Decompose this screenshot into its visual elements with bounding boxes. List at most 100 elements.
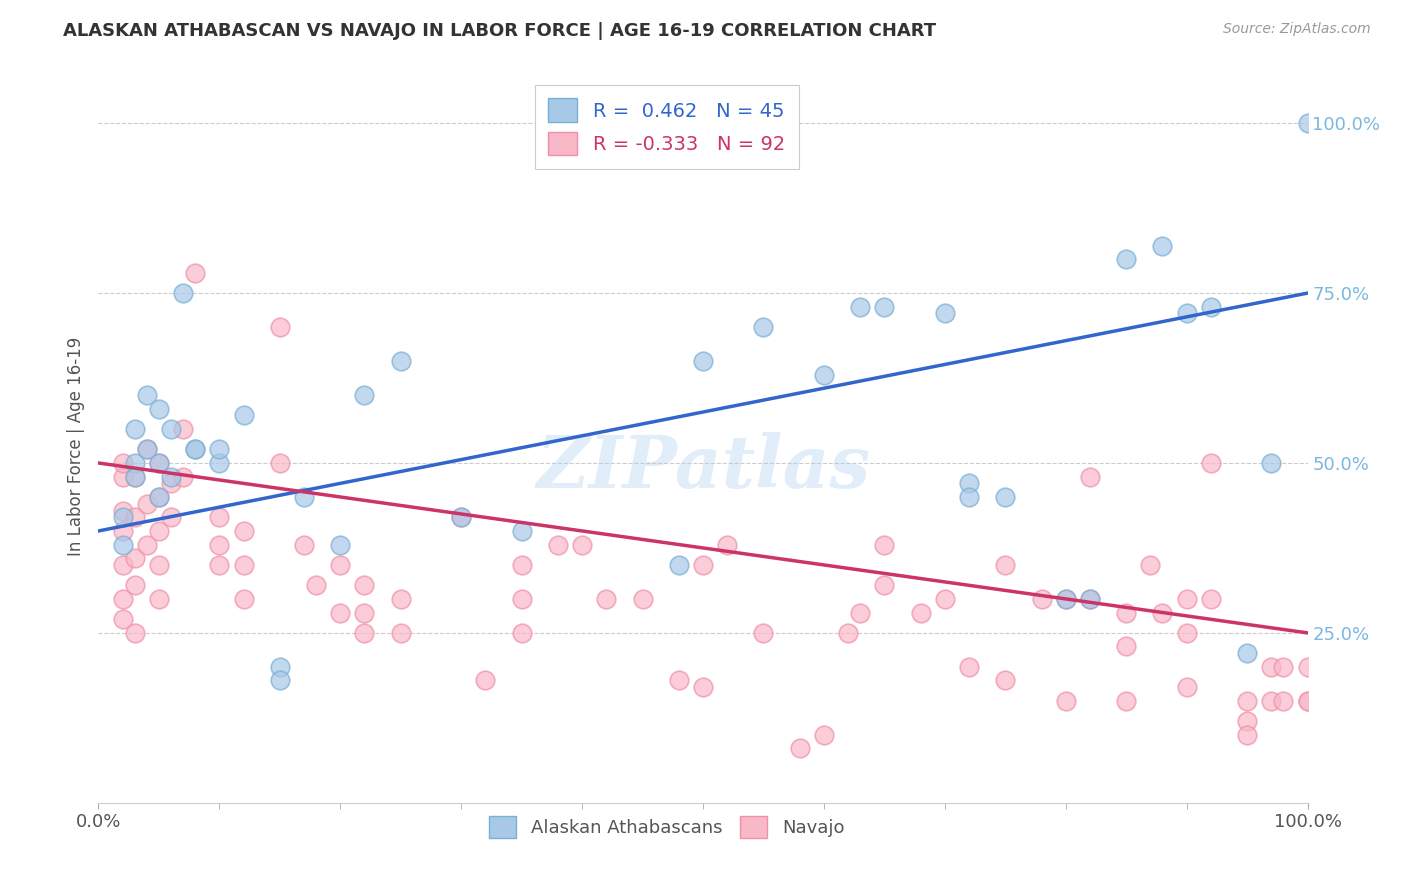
Point (232, 524, 254, 538)
Point (510, 626, 533, 640)
Point (474, 673, 496, 688)
Text: ZIPatlas: ZIPatlas (536, 432, 870, 503)
Point (353, 578, 375, 592)
Point (160, 476, 183, 491)
Point (692, 354, 714, 368)
Point (510, 591, 533, 606)
Point (111, 469, 134, 483)
Point (668, 558, 690, 572)
Point (1199, 300, 1222, 314)
Point (111, 510, 134, 524)
Point (1272, 660, 1295, 674)
Point (124, 551, 146, 566)
Point (1236, 728, 1258, 742)
Point (329, 558, 352, 572)
Point (813, 368, 835, 382)
Point (1152, 238, 1174, 252)
Point (208, 456, 231, 470)
Point (1236, 694, 1258, 708)
Point (329, 537, 352, 551)
Point (148, 401, 170, 416)
Point (124, 510, 146, 524)
Point (1078, 591, 1101, 606)
Point (135, 497, 157, 511)
Point (269, 320, 291, 334)
Point (269, 673, 291, 688)
Point (1199, 456, 1222, 470)
Point (1296, 116, 1319, 130)
Point (789, 741, 811, 756)
Point (510, 558, 533, 572)
Point (752, 626, 775, 640)
Point (994, 673, 1017, 688)
Point (849, 606, 872, 620)
Point (692, 680, 714, 694)
Point (450, 510, 472, 524)
Point (595, 591, 617, 606)
Point (135, 442, 157, 457)
Point (957, 490, 980, 504)
Point (994, 558, 1017, 572)
Point (124, 469, 146, 483)
Point (208, 510, 231, 524)
Point (292, 537, 315, 551)
Point (1236, 714, 1258, 729)
Point (1139, 558, 1161, 572)
Point (111, 591, 134, 606)
Point (111, 456, 134, 470)
Point (1175, 306, 1198, 320)
Point (232, 558, 254, 572)
Point (208, 537, 231, 551)
Point (692, 558, 714, 572)
Point (1175, 626, 1198, 640)
Point (148, 558, 170, 572)
Point (510, 524, 533, 538)
Point (135, 442, 157, 457)
Point (148, 591, 170, 606)
Point (837, 626, 859, 640)
Point (1296, 694, 1319, 708)
Point (934, 306, 956, 320)
Point (148, 456, 170, 470)
Text: Source: ZipAtlas.com: Source: ZipAtlas.com (1223, 22, 1371, 37)
Point (934, 591, 956, 606)
Point (353, 388, 375, 402)
Point (631, 591, 654, 606)
Point (148, 524, 170, 538)
Point (1175, 591, 1198, 606)
Point (124, 469, 146, 483)
Point (172, 469, 194, 483)
Point (269, 456, 291, 470)
Point (148, 490, 170, 504)
Point (1296, 660, 1319, 674)
Point (1054, 591, 1077, 606)
Point (353, 626, 375, 640)
Point (957, 660, 980, 674)
Point (849, 300, 872, 314)
Point (111, 537, 134, 551)
Point (124, 626, 146, 640)
Point (994, 490, 1017, 504)
Point (1236, 646, 1258, 660)
Point (111, 524, 134, 538)
Point (1152, 606, 1174, 620)
Point (124, 578, 146, 592)
Point (135, 537, 157, 551)
Point (873, 578, 896, 592)
Legend: Alaskan Athabascans, Navajo: Alaskan Athabascans, Navajo (479, 807, 853, 847)
Point (160, 469, 183, 483)
Point (305, 578, 328, 592)
Point (269, 660, 291, 674)
Point (111, 612, 134, 626)
Point (353, 606, 375, 620)
Point (208, 442, 231, 457)
Point (910, 606, 932, 620)
Point (668, 673, 690, 688)
Point (716, 537, 738, 551)
Point (547, 537, 569, 551)
Point (1115, 252, 1137, 266)
Point (292, 490, 315, 504)
Point (184, 442, 207, 457)
Point (208, 558, 231, 572)
Point (160, 510, 183, 524)
